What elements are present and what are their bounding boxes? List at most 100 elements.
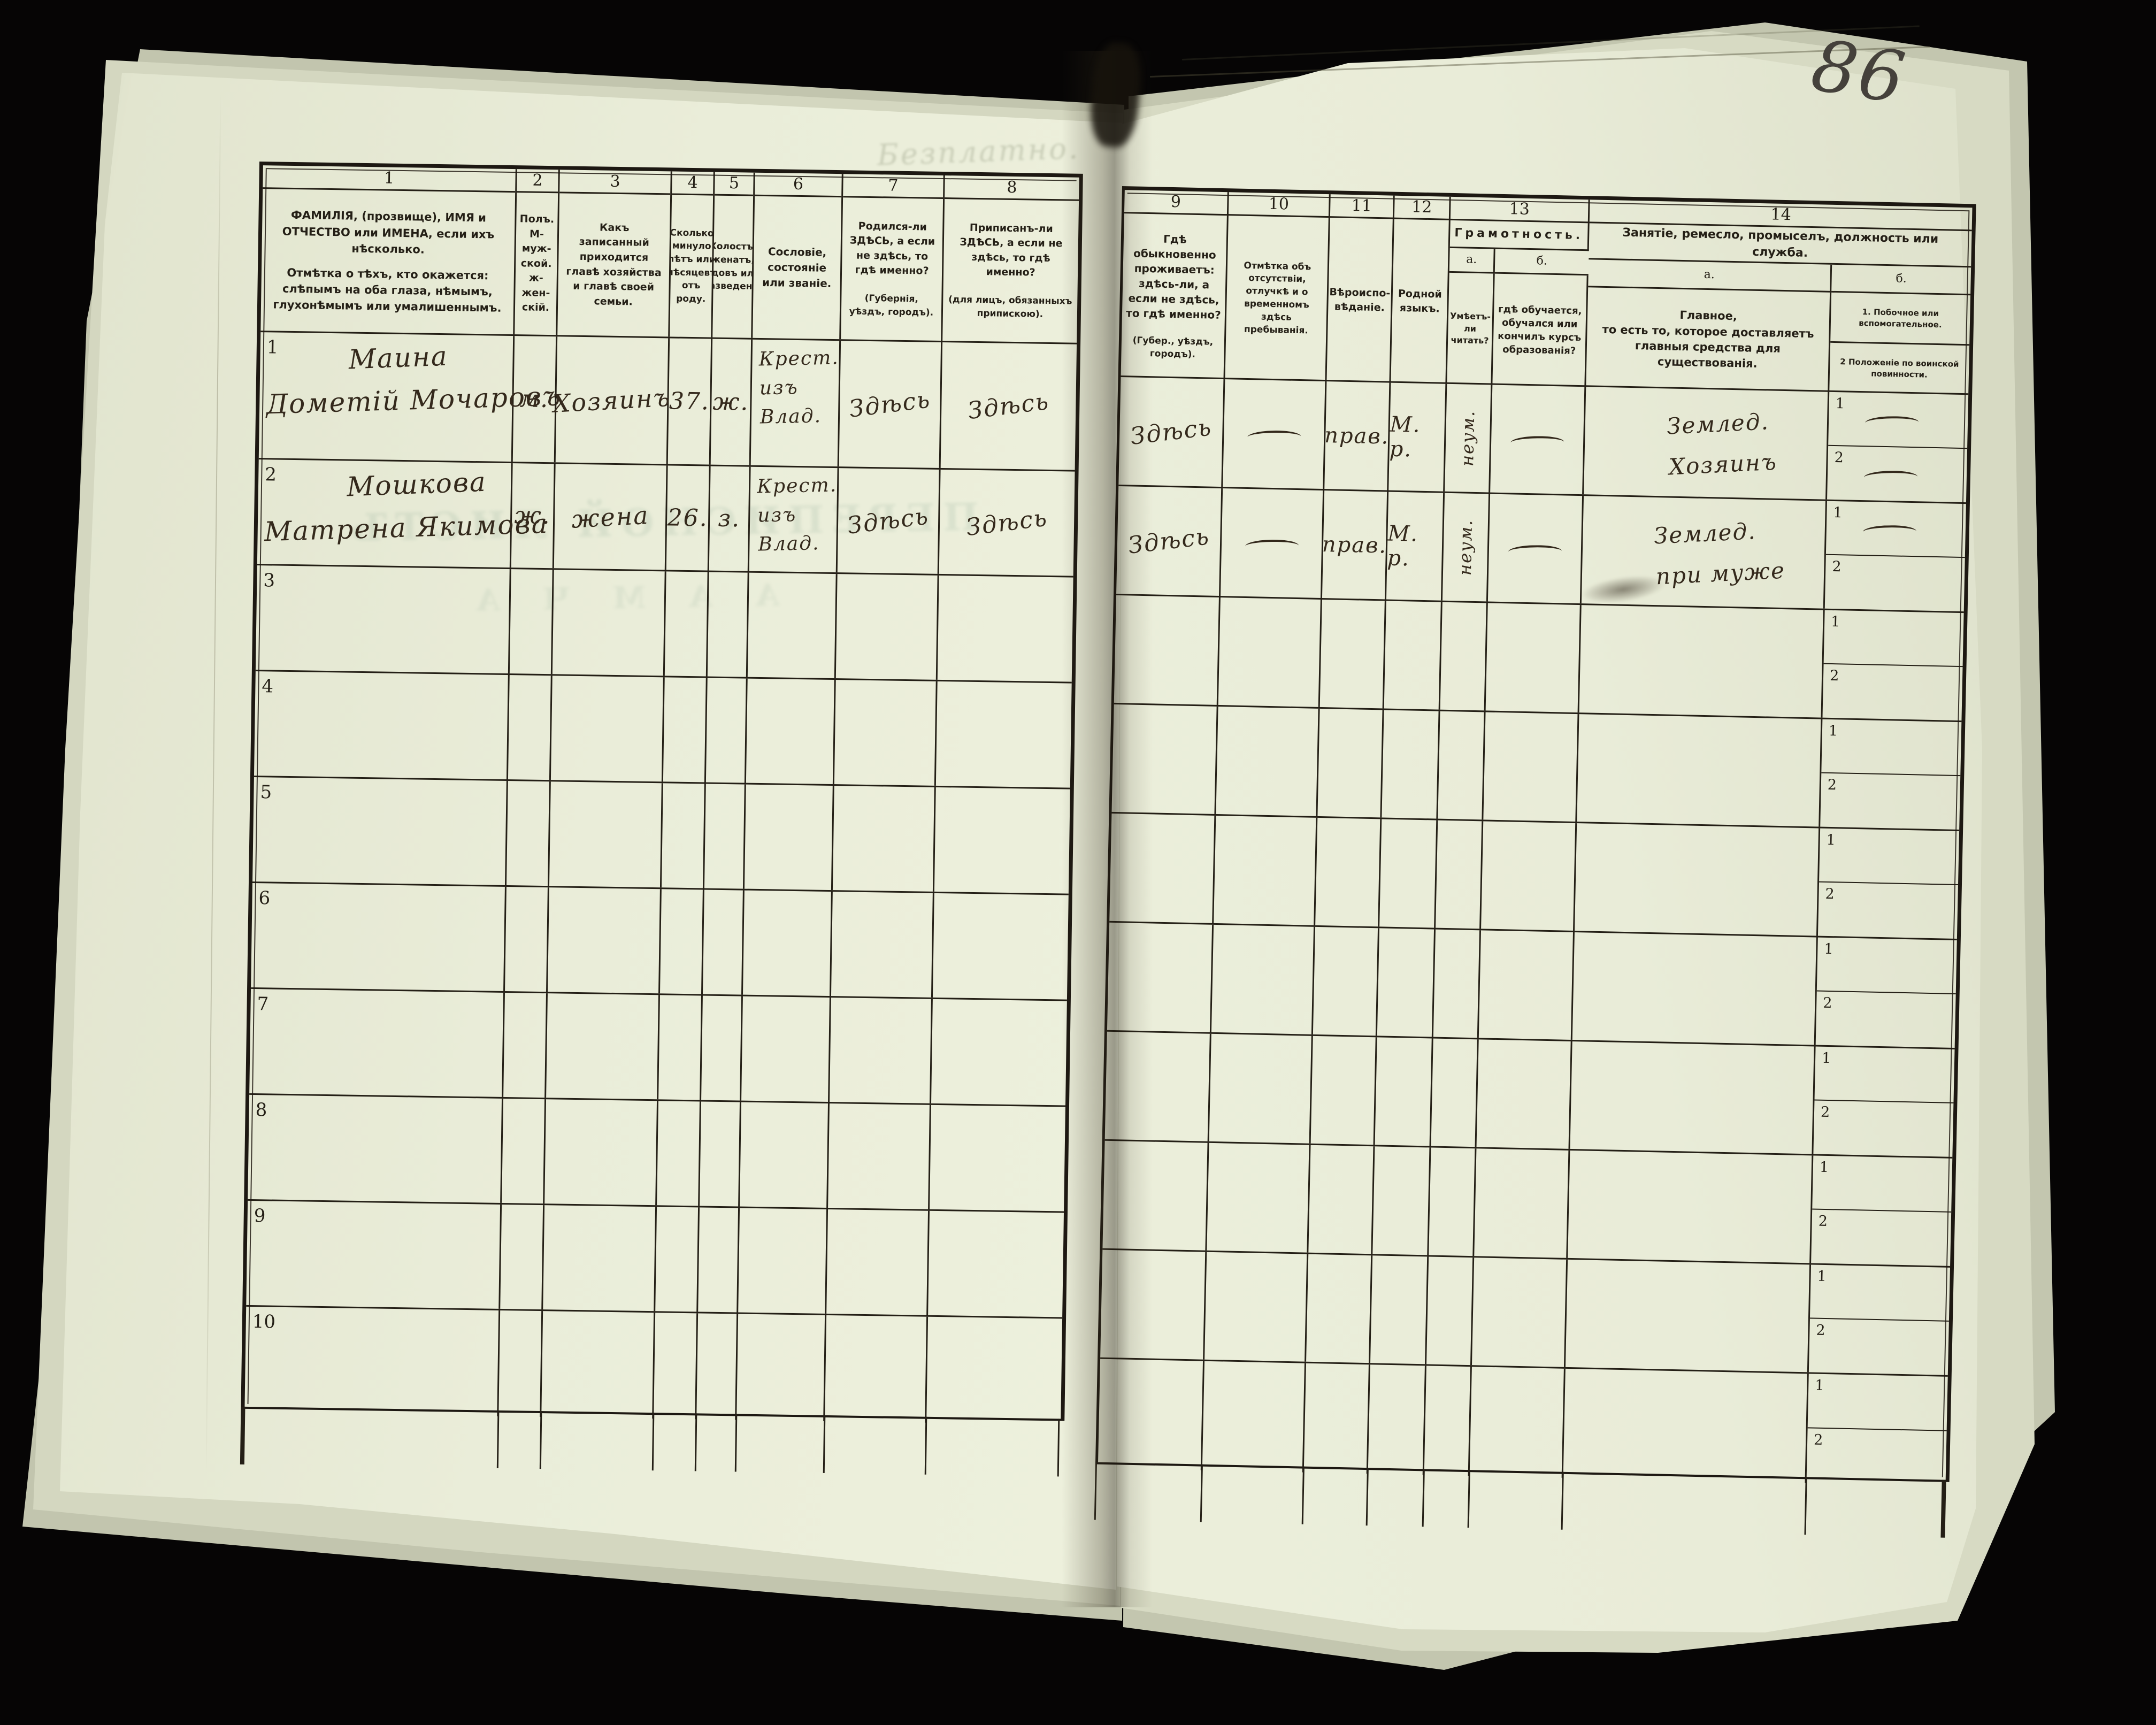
census-row-left: 8 <box>248 1094 1065 1213</box>
census-row-left: 9 <box>246 1200 1064 1319</box>
column-number: 5 <box>715 172 754 196</box>
header-text: Приписанъ-ли ЗДѢСЬ, а если не здѣсь, то … <box>960 221 1063 279</box>
header-text: Сколько минуло лѣтъ или мѣсяцевъ отъ род… <box>670 227 715 305</box>
handwritten-entry: Здѣсь <box>847 386 932 423</box>
row-number: 6 <box>258 887 271 909</box>
header-col-4: 4 Сколько минуло лѣтъ или мѣсяцевъ отъ р… <box>670 171 715 338</box>
handwritten-entry: Здѣсь <box>846 502 931 540</box>
row-number: 8 <box>255 1099 267 1121</box>
subrow-label: 1 <box>1821 1049 1831 1067</box>
census-row-left: 2 Мошкова Матрена Якимова ж. жена 26. з. Крест.… <box>257 459 1075 578</box>
handwritten-entry: ж. <box>514 502 551 530</box>
header-literacy-b-text: гдѣ обучается, обучался или кончилъ курс… <box>1492 273 1589 387</box>
subrow-label: 1 <box>1819 1159 1829 1176</box>
subrow-label: 2 <box>1834 449 1844 466</box>
subrow-label: 2 <box>1820 1103 1830 1121</box>
subrow-label: 2 <box>1832 558 1842 575</box>
header-text: Родился-ли ЗДѢСЬ, а если не здѣсь, то гд… <box>849 220 935 277</box>
subrow-label: 1 <box>1833 504 1843 522</box>
header-text: Сословіе, состояніе или званіе. <box>762 245 832 290</box>
census-row-right: Здѣсь прав. М. р. неум. Землед. Хозяинъ 1 2 <box>1118 377 1969 504</box>
subrow-label: 1 <box>1830 613 1840 631</box>
subrow-label: 1 <box>1828 722 1838 740</box>
census-row-right: Здѣсь прав. М. р. неум. Землед. при муже 1 2 <box>1116 486 1966 614</box>
handwritten-entry: Матрена Якимова <box>264 508 549 548</box>
header-text: ФАМИЛІЯ, (прозвище), ИМЯ и ОТЧЕСТВО или … <box>282 209 495 256</box>
handwritten-entry: Крест. изъ Влад. <box>756 474 838 556</box>
row-number: 5 <box>260 781 272 803</box>
header-text: Холостъ, женатъ, вдовъ или разведенъ. <box>712 241 755 293</box>
census-table-right: 9 10 11 12 13 14 Гдѣ обыкновенно прожива… <box>1094 186 1976 1538</box>
header-occupation-b1-text: 1. Побочное или вспомогательное. <box>1830 292 1971 346</box>
census-row-left: 7 <box>249 988 1067 1107</box>
column-number: 10 <box>1228 192 1331 218</box>
column-number: 12 <box>1394 195 1451 220</box>
subrow-label: 2 <box>1818 1213 1828 1230</box>
handwritten-entry: 37. <box>669 387 710 416</box>
header-col-8: 8 Приписанъ-ли ЗДѢСЬ, а если не здѣсь, т… <box>942 175 1079 343</box>
header-literacy-b-label: б. <box>1494 249 1589 276</box>
census-row-left: 5 <box>252 777 1070 895</box>
header-col-6: 6 Сословіе, состояніе или званіе. <box>753 172 843 340</box>
handwritten-page-number: 86 <box>1806 24 1912 120</box>
handwritten-dash <box>1508 545 1562 553</box>
handwritten-dash <box>1863 470 1917 479</box>
handwritten-entry: 26. <box>667 504 709 532</box>
handwritten-entry: неум. <box>1457 410 1479 467</box>
rule-end <box>240 1406 245 1465</box>
subrow-label: 2 <box>1822 994 1832 1011</box>
handwritten-entry: Хозяинъ <box>552 382 672 418</box>
handwritten-dash <box>1862 525 1916 534</box>
handwritten-entry: прав. <box>1324 423 1390 449</box>
handwritten-entry: прав. <box>1322 532 1387 558</box>
left-table-body: 1 Маина Дометій Мочаровъ м. Хозяинъ 37. ж. Крес… <box>244 332 1077 1424</box>
header-col-5: 5 Холостъ, женатъ, вдовъ или разведенъ. <box>712 172 755 338</box>
header-text: Полъ. М-муж- ской. ж-жен- скій. <box>519 213 555 314</box>
left-table-header: 1 ФАМИЛІЯ, (прозвище), ИМЯ и ОТЧЕСТВО ил… <box>260 165 1079 344</box>
header-note: (для лицъ, обязанныхъ припискою). <box>948 294 1072 320</box>
handwritten-entry: М. р. <box>1387 521 1419 571</box>
column-number: 13 <box>1450 196 1590 224</box>
handwritten-entry: ж. <box>712 388 749 416</box>
header-col-2: 2 Полъ. М-муж- ской. ж-жен- скій. <box>515 169 560 335</box>
row-number: 3 <box>263 570 275 592</box>
subrow-label: 1 <box>1817 1268 1827 1285</box>
handwritten-entry: Землед. при муже <box>1653 518 1786 589</box>
subrow-label: 1 <box>1815 1377 1824 1394</box>
column-number: 3 <box>559 170 671 195</box>
subrow-label: 1 <box>1826 831 1836 849</box>
subrow-label: 2 <box>1825 885 1835 902</box>
handwritten-entry: М. р. <box>1389 412 1421 462</box>
handwritten-dash <box>1245 539 1299 548</box>
census-row-left: 4 <box>254 671 1072 789</box>
right-table-header: 9 10 11 12 13 14 Гдѣ обыкновенно прожива… <box>1121 190 1973 395</box>
row-number: 2 <box>265 464 277 486</box>
subrow-label: 2 <box>1816 1322 1826 1339</box>
header-occupation-b-label: б. <box>1831 264 1971 296</box>
row-number: 4 <box>262 676 274 697</box>
row-number: 9 <box>254 1205 266 1227</box>
header-col-12: Родной языкъ. <box>1391 219 1451 384</box>
handwritten-entry: Здѣсь <box>966 387 1051 425</box>
handwritten-entry: Маина <box>348 340 449 375</box>
header-occupation-a-text: Главное, то есть то, которое доставляетъ… <box>1586 287 1832 392</box>
header-occupation-b2-text: 2 Положеніе по воинской повинности. <box>1840 357 1959 380</box>
header-col-3: 3 Какъ записанный приходится главѣ хозяй… <box>557 170 672 337</box>
row-number: 1 <box>266 336 279 358</box>
right-table-body: Здѣсь прав. М. р. неум. Землед. Хозяинъ 1 2 Здѣ… <box>1098 377 1969 1486</box>
column-number: 4 <box>672 171 713 196</box>
handwritten-entry: Дометій Мочаровъ <box>265 380 562 420</box>
census-table-left: 1 ФАМИЛІЯ, (прозвище), ИМЯ и ОТЧЕСТВО ил… <box>240 162 1083 1477</box>
census-row-left: 6 <box>251 883 1069 1001</box>
header-text: Какъ записанный приходится главѣ хозяйст… <box>566 221 662 308</box>
handwritten-entry: неум. <box>1454 519 1477 576</box>
column-number: 6 <box>755 172 842 198</box>
